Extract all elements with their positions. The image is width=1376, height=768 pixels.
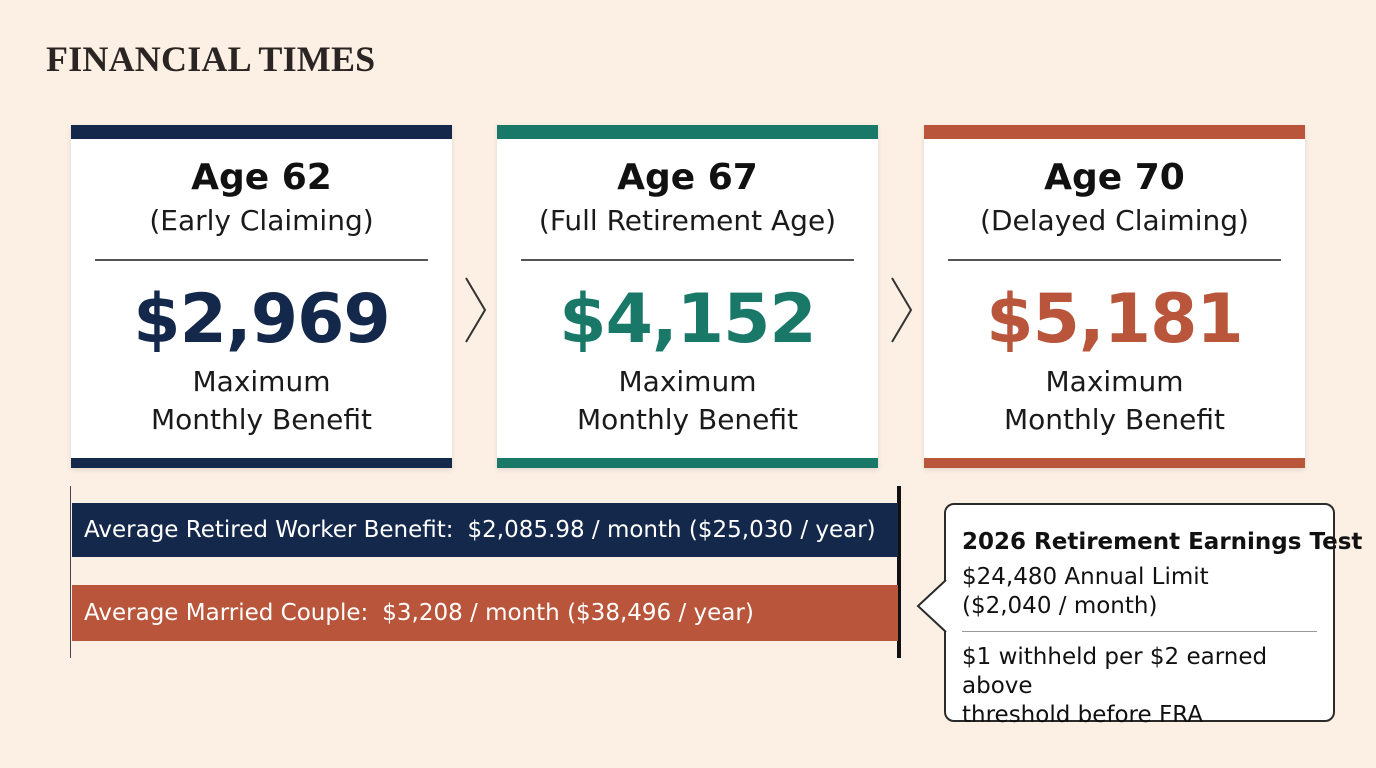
chevron-right-icon bbox=[465, 277, 487, 343]
card-divider bbox=[521, 259, 854, 261]
card-divider bbox=[95, 259, 428, 261]
card-bottom-bar bbox=[497, 458, 878, 468]
earnings-rule-line1: $1 withheld per $2 earned above bbox=[962, 644, 1268, 699]
card-amount: $5,181 bbox=[986, 280, 1243, 359]
earnings-limit-line1: $24,480 Annual Limit bbox=[962, 564, 1209, 590]
card-age: Age 70 bbox=[1044, 157, 1185, 198]
bracket-left-line bbox=[70, 486, 71, 658]
card-subtitle: (Delayed Claiming) bbox=[980, 204, 1249, 237]
card-amount: $4,152 bbox=[559, 280, 816, 359]
callout-pointer bbox=[916, 579, 947, 633]
card-desc-line2: Monthly Benefit bbox=[150, 403, 373, 436]
card-age: Age 62 bbox=[191, 157, 332, 198]
benefit-card-age-67: Age 67 (Full Retirement Age) $4,152 Maxi… bbox=[497, 125, 878, 468]
earnings-limit-line2: ($2,040 / month) bbox=[962, 593, 1158, 619]
average-worker-band: Average Retired Worker Benefit: $2,085.9… bbox=[72, 503, 898, 557]
card-desc-line1: Maximum bbox=[1045, 365, 1184, 398]
card-top-bar bbox=[71, 125, 452, 139]
card-desc-line2: Monthly Benefit bbox=[1003, 403, 1226, 436]
card-desc-line1: Maximum bbox=[192, 365, 331, 398]
card-description: Maximum Monthly Benefit bbox=[497, 363, 878, 439]
average-worker-label: Average Retired Worker Benefit: bbox=[84, 517, 454, 543]
card-bottom-bar bbox=[71, 458, 452, 468]
card-bottom-bar bbox=[924, 458, 1305, 468]
card-divider bbox=[948, 259, 1281, 261]
average-couple-label: Average Married Couple: bbox=[84, 600, 369, 626]
earnings-test-title: 2026 Retirement Earnings Test bbox=[962, 529, 1363, 555]
average-couple-band: Average Married Couple: $3,208 / month (… bbox=[72, 585, 898, 641]
bracket-right-line bbox=[897, 486, 901, 658]
card-description: Maximum Monthly Benefit bbox=[924, 363, 1305, 439]
card-age: Age 67 bbox=[617, 157, 758, 198]
average-couple-value: $3,208 / month ($38,496 / year) bbox=[382, 600, 754, 626]
card-amount: $2,969 bbox=[133, 280, 390, 359]
card-desc-line1: Maximum bbox=[618, 365, 757, 398]
earnings-rule-line2: threshold before FRA bbox=[962, 702, 1203, 728]
card-subtitle: (Early Claiming) bbox=[149, 204, 374, 237]
card-top-bar bbox=[924, 125, 1305, 139]
callout-divider bbox=[962, 631, 1317, 632]
card-subtitle: (Full Retirement Age) bbox=[538, 204, 837, 237]
card-top-bar bbox=[497, 125, 878, 139]
card-description: Maximum Monthly Benefit bbox=[71, 363, 452, 439]
benefit-card-age-70: Age 70 (Delayed Claiming) $5,181 Maximum… bbox=[924, 125, 1305, 468]
benefit-card-age-62: Age 62 (Early Claiming) $2,969 Maximum M… bbox=[71, 125, 452, 468]
card-desc-line2: Monthly Benefit bbox=[576, 403, 799, 436]
average-worker-value: $2,085.98 / month ($25,030 / year) bbox=[467, 517, 876, 543]
earnings-test-callout: 2026 Retirement Earnings Test $24,480 An… bbox=[944, 503, 1363, 728]
chevron-right-icon bbox=[891, 277, 913, 343]
brand-logo: FINANCIAL TIMES bbox=[46, 39, 376, 79]
